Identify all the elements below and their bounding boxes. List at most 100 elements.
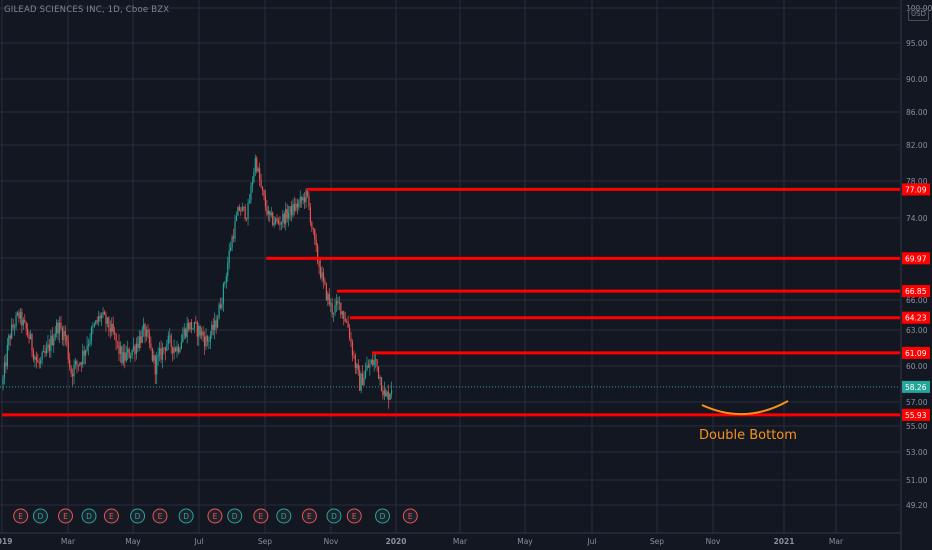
candle-body — [82, 350, 84, 365]
candle-body — [193, 322, 195, 329]
candle-body — [314, 229, 316, 240]
dividend-marker[interactable] — [81, 508, 97, 524]
earnings-marker[interactable] — [207, 508, 223, 524]
candle-body — [343, 311, 345, 319]
candle-body — [157, 354, 159, 358]
candle-body — [74, 361, 77, 365]
y-tick-label: 51.00 — [906, 476, 928, 485]
candle-body — [301, 197, 303, 201]
event-marker-label: E — [18, 512, 23, 521]
earnings-marker[interactable] — [13, 508, 29, 524]
y-tick-label: 55.00 — [906, 422, 928, 431]
candle-body — [259, 168, 261, 180]
earnings-marker[interactable] — [103, 508, 119, 524]
candle-body — [240, 210, 242, 212]
candle-body — [359, 370, 361, 391]
candle-body — [180, 342, 182, 349]
price-axis-panel[interactable] — [901, 0, 932, 550]
candle-body — [203, 336, 206, 347]
candle-body — [109, 328, 111, 332]
candle-body — [119, 346, 122, 354]
candle-body — [154, 355, 156, 375]
candle-body — [90, 327, 93, 341]
dividend-marker[interactable] — [32, 508, 48, 524]
candle-body — [24, 319, 26, 323]
candle-body — [172, 346, 174, 354]
candle-body — [264, 196, 267, 207]
candle-body — [322, 272, 325, 281]
candle-body — [5, 362, 7, 367]
candle-body — [247, 203, 249, 219]
candle-body — [325, 283, 327, 300]
event-marker-label: D — [331, 512, 337, 521]
candle-body — [228, 250, 230, 263]
candle-body — [292, 203, 294, 216]
candle-body — [56, 322, 58, 334]
candle-body — [366, 365, 368, 371]
candle-body — [72, 373, 74, 377]
candle-body — [211, 324, 213, 336]
earnings-marker[interactable] — [58, 508, 74, 524]
candle-body — [270, 212, 272, 216]
candle-body — [251, 181, 253, 186]
candle-body — [14, 326, 16, 328]
earnings-marker[interactable] — [152, 508, 168, 524]
earnings-marker[interactable] — [253, 508, 269, 524]
candle-body — [237, 207, 239, 216]
earnings-marker[interactable] — [346, 508, 362, 524]
level-price-badge — [902, 311, 930, 324]
candle-body — [285, 208, 287, 224]
candle-body — [192, 328, 194, 330]
candle-body — [169, 335, 171, 337]
dividend-marker[interactable] — [178, 508, 194, 524]
candle-body — [340, 302, 342, 315]
candle-body — [31, 334, 33, 351]
candle-body — [173, 347, 175, 354]
dividend-marker[interactable] — [276, 508, 292, 524]
candle-body — [115, 333, 117, 342]
candle-body — [206, 336, 209, 342]
earnings-marker[interactable] — [402, 508, 418, 524]
candle-body — [85, 350, 87, 356]
candle-body — [250, 185, 252, 201]
event-marker-label: D — [38, 512, 44, 521]
candle-body — [190, 322, 193, 330]
candle-body — [183, 328, 185, 336]
y-tick-label: 86.00 — [906, 108, 928, 117]
dividend-marker[interactable] — [375, 508, 391, 524]
candle-body — [105, 314, 107, 324]
candle-body — [356, 364, 358, 369]
currency-badge[interactable]: USD — [908, 8, 929, 21]
candle-body — [350, 338, 352, 342]
candle-body — [143, 324, 145, 330]
candle-body — [127, 348, 129, 353]
candle-body — [93, 324, 95, 327]
event-marker-label: E — [408, 512, 413, 521]
candle-body — [363, 377, 365, 386]
event-marker-label: E — [109, 512, 114, 521]
candle-body — [289, 205, 291, 214]
candle-body — [244, 206, 246, 219]
dividend-marker[interactable] — [227, 508, 243, 524]
earnings-marker[interactable] — [301, 508, 317, 524]
x-tick-label: 2020 — [386, 537, 407, 546]
candle-body — [212, 324, 214, 330]
candle-body — [385, 389, 387, 397]
candle-body — [286, 208, 288, 219]
candle-body — [185, 328, 187, 337]
candle-body — [29, 334, 32, 340]
x-tick-label: Mar — [453, 537, 468, 546]
dividend-marker[interactable] — [130, 508, 146, 524]
candle-body — [32, 350, 35, 360]
candle-body — [230, 247, 232, 251]
candle-body — [98, 315, 100, 322]
candle-body — [209, 335, 211, 342]
candle-body — [106, 317, 108, 324]
candle-body — [41, 352, 43, 360]
dividend-marker[interactable] — [326, 508, 342, 524]
candle-body — [296, 203, 298, 208]
y-tick-label: 53.00 — [906, 448, 928, 457]
candle-body — [391, 390, 393, 394]
candle-body — [311, 222, 313, 228]
